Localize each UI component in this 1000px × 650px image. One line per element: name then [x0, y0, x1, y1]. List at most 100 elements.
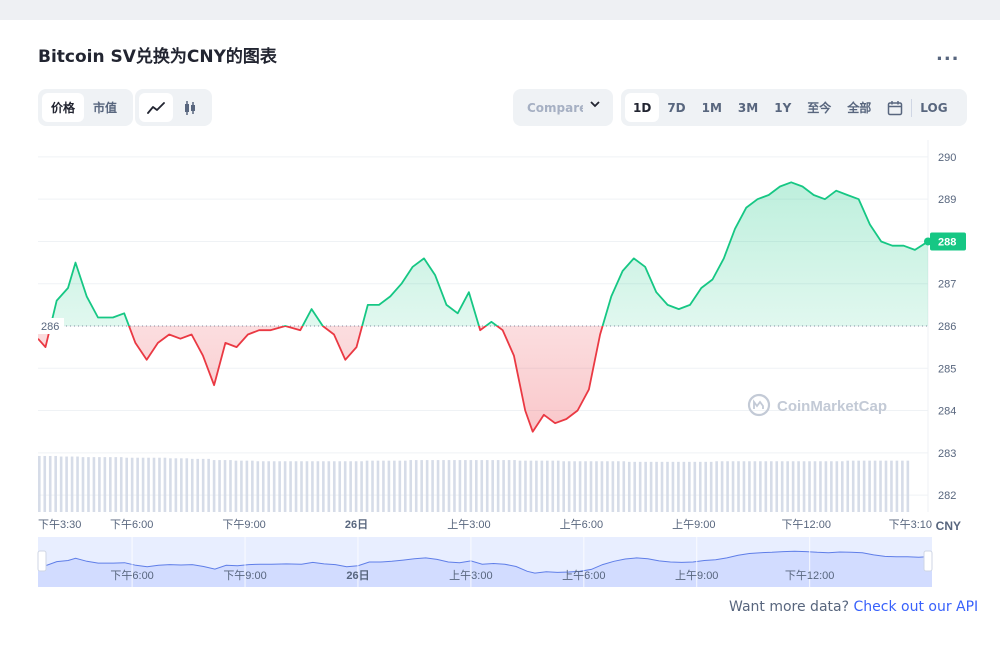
volume-bar — [895, 460, 899, 512]
x-tick-label: 下午3:10 — [889, 518, 932, 531]
volume-bar — [584, 461, 587, 512]
range-1m[interactable]: 1M — [701, 100, 722, 115]
volume-bar — [802, 461, 806, 512]
compare-label: Compare with — [527, 100, 583, 115]
y-tick-label: 290 — [938, 152, 956, 164]
price-area-up — [38, 182, 928, 326]
volume-bar — [906, 460, 910, 512]
range-1d[interactable]: 1D — [625, 93, 660, 122]
range-ytd[interactable]: 至今 — [807, 101, 832, 115]
volume-bar — [742, 461, 746, 512]
volume-bar — [660, 461, 664, 512]
range-tab-group: 1D 7D 1M 3M 1Y 至今 全部 LOG — [621, 89, 967, 126]
range-1y[interactable]: 1Y — [774, 100, 792, 115]
volume-bar — [278, 461, 281, 512]
volume-bar — [851, 460, 855, 512]
volume-bar — [780, 461, 784, 512]
navigator-tick-label: 下午12:00 — [785, 569, 835, 582]
log-scale-toggle[interactable]: LOG — [920, 100, 948, 115]
volume-bar — [617, 461, 620, 512]
volume-bar — [163, 457, 167, 512]
volume-bar — [201, 458, 205, 512]
volume-bar — [671, 461, 675, 512]
volume-bar — [453, 460, 456, 512]
volume-bar — [786, 461, 789, 512]
volume-bar — [759, 461, 762, 512]
tab-price[interactable]: 价格 — [42, 93, 85, 122]
volume-bar — [611, 461, 615, 512]
volume-bar — [857, 460, 860, 512]
volume-bars — [38, 455, 910, 512]
range-all[interactable]: 全部 — [847, 101, 872, 115]
volume-bar — [840, 461, 844, 512]
volume-bar — [589, 461, 593, 512]
volume-bar — [316, 461, 320, 512]
volume-bar — [70, 456, 74, 512]
navigator-line — [37, 550, 933, 574]
volume-bar — [655, 461, 658, 512]
line-chart-icon[interactable] — [139, 93, 173, 122]
volume-bar — [207, 458, 210, 512]
navigator[interactable]: 下午6:00 下午9:00 26日 上午3:00 上午6:00 上午9:00 下午12:00 — [37, 537, 933, 587]
volume-bar — [879, 460, 882, 512]
footer-text: Want more data? — [729, 599, 850, 615]
compare-dropdown[interactable]: Compare with — [513, 89, 613, 126]
volume-bar — [649, 461, 653, 512]
volume-bar — [147, 457, 150, 512]
navigator-area — [38, 551, 932, 587]
volume-bar — [633, 461, 637, 512]
volume-bar — [677, 461, 680, 512]
volume-bar — [251, 460, 254, 512]
volume-bar — [190, 458, 194, 512]
volume-bar — [409, 460, 413, 512]
volume-bar — [425, 460, 429, 512]
volume-bar — [546, 460, 549, 512]
tab-market-cap[interactable]: 市值 — [93, 101, 118, 115]
calendar-icon[interactable] — [879, 93, 911, 122]
volume-bar — [185, 458, 189, 512]
volume-bar — [376, 460, 380, 512]
volume-bar — [398, 460, 402, 512]
volume-bar — [846, 460, 850, 512]
more-options-button[interactable]: ... — [936, 44, 960, 65]
volume-bar — [272, 461, 276, 512]
volume-bar — [180, 458, 183, 512]
volume-bar — [59, 456, 63, 512]
volume-bar — [196, 458, 200, 512]
volume-bar — [775, 461, 779, 512]
volume-bar — [535, 460, 538, 512]
volume-bar — [862, 460, 866, 512]
range-7d[interactable]: 7D — [667, 100, 686, 115]
range-3m[interactable]: 3M — [737, 100, 759, 115]
volume-bar — [595, 461, 598, 512]
volume-bar — [737, 461, 740, 512]
volume-bar — [622, 461, 626, 512]
price-line-up — [49, 181, 928, 326]
navigator-handle-right[interactable] — [923, 550, 933, 572]
volume-bar — [371, 460, 374, 512]
volume-bar — [289, 461, 292, 512]
volume-bar — [114, 457, 118, 512]
volume-bar — [791, 461, 795, 512]
volume-bar — [169, 458, 172, 512]
volume-bar — [627, 461, 631, 512]
volume-bar — [152, 457, 156, 512]
current-price-label: 288 — [938, 236, 956, 248]
volume-bar — [731, 461, 735, 512]
volume-bar — [98, 457, 101, 512]
candlestick-icon[interactable] — [173, 93, 207, 122]
volume-bar — [442, 460, 445, 512]
navigator-tick-label: 上午6:00 — [562, 569, 605, 582]
volume-bar — [125, 457, 128, 512]
volume-bar — [92, 457, 96, 512]
navigator-handle-left[interactable] — [37, 550, 47, 572]
api-link[interactable]: Check out our API — [853, 599, 979, 615]
volume-bar — [354, 461, 358, 512]
volume-bar — [87, 457, 90, 512]
x-axis: 下午3:30 下午6:00 下午9:00 26日 上午3:00 上午6:00 上午9:00 下… — [38, 518, 961, 533]
volume-bar — [567, 461, 571, 512]
baseline-label-bg — [38, 318, 64, 334]
volume-bar — [507, 460, 511, 512]
volume-bar — [141, 457, 145, 512]
